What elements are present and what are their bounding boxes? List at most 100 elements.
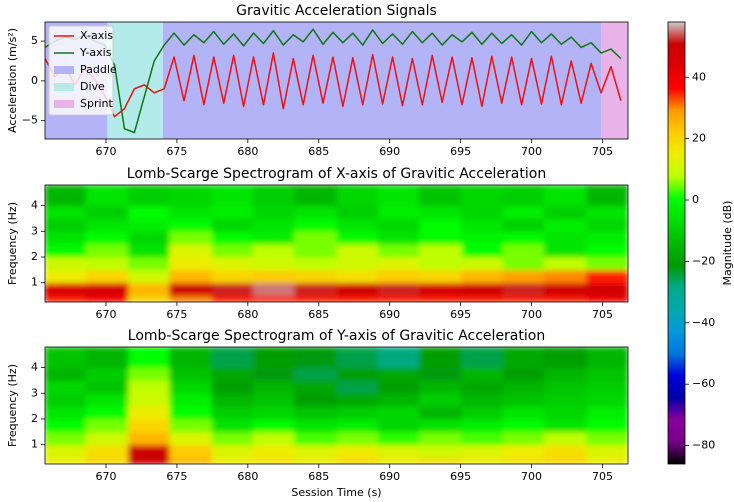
heatmap-cell <box>586 418 628 433</box>
heatmap-cell <box>336 269 379 284</box>
heatmap-cell <box>543 367 588 381</box>
heatmap-cell <box>418 418 463 433</box>
heatmap-cell <box>502 367 545 381</box>
y-tick-label: 4 <box>31 361 38 374</box>
heatmap-cell <box>377 347 420 369</box>
heatmap-cell <box>169 405 213 420</box>
x-tick-label: 680 <box>237 470 258 483</box>
heatmap-cell <box>336 418 379 433</box>
colorbar-tick-label: 20 <box>692 132 706 145</box>
heatmap-cell <box>418 457 463 464</box>
heatmap-cell <box>85 230 130 245</box>
heatmap-cell <box>543 282 588 297</box>
heatmap-cell <box>586 205 628 219</box>
series-line <box>45 28 622 134</box>
heatmap-cell <box>169 347 213 369</box>
heatmap-cell <box>253 405 296 420</box>
heatmap-cell <box>543 217 588 232</box>
heatmap-cell <box>461 295 504 302</box>
heatmap-cell <box>586 457 628 464</box>
heatmap-cell <box>586 379 628 394</box>
heatmap-cell <box>211 418 255 433</box>
heatmap-cell <box>502 457 545 464</box>
x-tick-label: 700 <box>521 470 542 483</box>
x-tick-label: 680 <box>237 308 258 321</box>
heatmap-cell <box>543 243 588 258</box>
heatmap-cell <box>418 444 463 459</box>
heatmap-cell <box>128 379 171 394</box>
x-tick-label: 685 <box>308 470 329 483</box>
heatmap-cell <box>294 392 338 407</box>
heatmap-cell <box>45 217 87 232</box>
heatmap-cell <box>45 444 87 459</box>
heatmap-cell <box>377 431 420 446</box>
x-tick-label: 675 <box>166 145 187 158</box>
colorbar-tick-label: −20 <box>692 254 715 267</box>
heatmap-cell <box>543 256 588 271</box>
legend-label: Paddle <box>80 63 117 76</box>
y-tick-label: 1 <box>31 276 38 289</box>
heatmap-cell <box>502 347 545 369</box>
heatmap-cell <box>461 431 504 446</box>
heatmap-cell <box>294 230 338 245</box>
heatmap-cell <box>336 205 379 219</box>
heatmap-cell <box>128 392 171 407</box>
heatmap-cell <box>45 367 87 381</box>
heatmap-cell <box>294 185 338 207</box>
y-tick-label: 3 <box>31 224 38 237</box>
heatmap-cell <box>211 379 255 394</box>
colorbar-tick-label: 0 <box>692 193 699 206</box>
y-axis-label: Frequency (Hz) <box>6 202 19 285</box>
heatmap-cell <box>253 444 296 459</box>
heatmap-cell <box>169 243 213 258</box>
heatmap-cell <box>294 256 338 271</box>
heatmap-cell <box>418 269 463 284</box>
y-tick-label: 1 <box>31 438 38 451</box>
axes-title: Gravitic Acceleration Signals <box>236 3 437 19</box>
heatmap-cell <box>586 347 628 369</box>
heatmap-cell <box>45 256 87 271</box>
heatmap-cell <box>169 217 213 232</box>
heatmap-cell <box>169 444 213 459</box>
heatmap-cell <box>253 431 296 446</box>
heatmap-cell <box>294 418 338 433</box>
heatmap-cell <box>586 243 628 258</box>
heatmap-cell <box>461 457 504 464</box>
heatmap-cell <box>128 256 171 271</box>
heatmap-cell <box>169 230 213 245</box>
heatmap-cell <box>502 256 545 271</box>
heatmap-cell <box>169 379 213 394</box>
heatmap-cell <box>377 269 420 284</box>
heatmap-cell <box>128 205 171 219</box>
heatmap-cell <box>461 243 504 258</box>
heatmap-cell <box>169 205 213 219</box>
heatmap-cell <box>461 269 504 284</box>
x-tick-label: 670 <box>95 308 116 321</box>
heatmap-cell <box>211 185 255 207</box>
heatmap-cells <box>45 347 628 464</box>
heatmap-cell <box>294 457 338 464</box>
heatmap-cell <box>128 431 171 446</box>
heatmap-cell <box>169 256 213 271</box>
heatmap-cell <box>336 405 379 420</box>
heatmap-cell <box>253 243 296 258</box>
axes-title: Lomb-Scarge Spectrogram of Y-axis of Gra… <box>128 328 545 344</box>
heatmap-cell <box>253 230 296 245</box>
heatmap-cell <box>377 185 420 207</box>
region-span <box>107 22 163 139</box>
heatmap-cell <box>461 256 504 271</box>
heatmap-cell <box>543 431 588 446</box>
heatmap-cell <box>85 256 130 271</box>
heatmap-cell <box>45 405 87 420</box>
heatmap-cell <box>253 282 296 297</box>
colorbar-tick-label: −80 <box>692 439 715 452</box>
heatmap-cell <box>377 295 420 302</box>
heatmap-cell <box>211 444 255 459</box>
heatmap-cell <box>128 405 171 420</box>
heatmap-cell <box>294 379 338 394</box>
heatmap-cell <box>253 418 296 433</box>
heatmap-cell <box>211 405 255 420</box>
heatmap-cell <box>128 217 171 232</box>
heatmap-cell <box>418 185 463 207</box>
